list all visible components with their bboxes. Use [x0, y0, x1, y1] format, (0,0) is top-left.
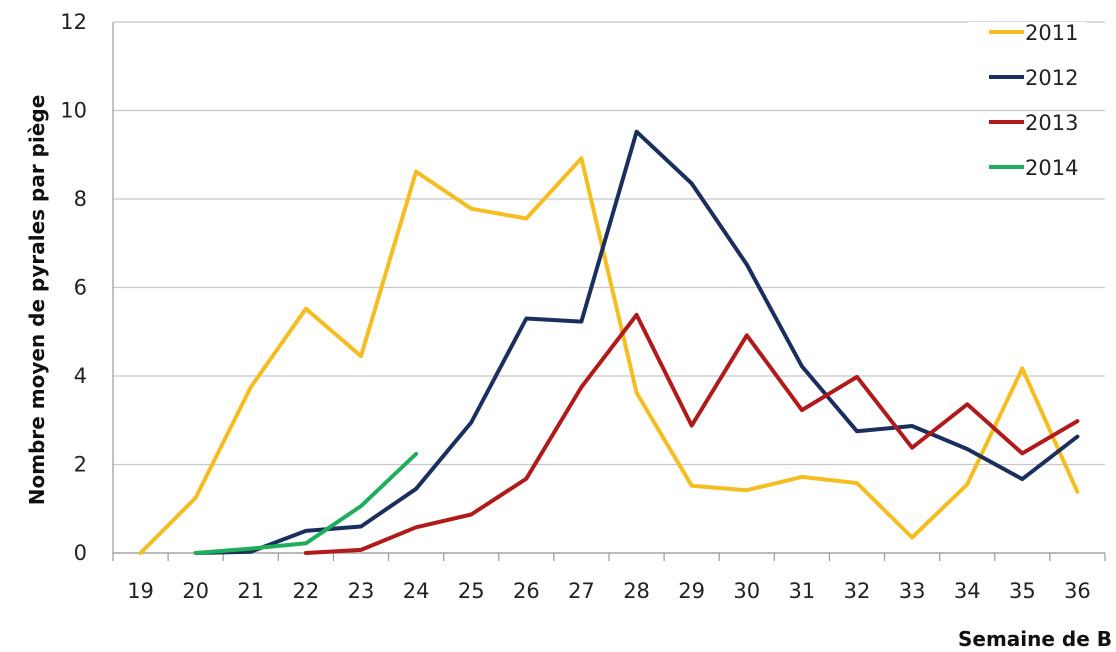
- x-tick-label: 27: [568, 579, 595, 603]
- x-tick-labels: 19 20 21 22 23 24 25 26 27 28 29 30 31 32 33 34 35 36: [127, 579, 1091, 603]
- y-tick-labels: 0 2 4 6 8 10 12: [60, 10, 87, 565]
- legend-label: 2011: [1025, 21, 1078, 45]
- x-tick-label: 20: [182, 579, 209, 603]
- series-lines: [138, 129, 1080, 555]
- legend-bg: [968, 112, 1086, 134]
- y-tick-label: 2: [74, 453, 87, 477]
- x-axis-title: Semaine de B: [958, 627, 1112, 651]
- y-axis-title: Nombre moyen de pyrales par piège: [25, 95, 49, 506]
- x-tick-label: 22: [293, 579, 320, 603]
- x-tick-label: 32: [844, 579, 871, 603]
- series-line-2012: [193, 129, 1080, 555]
- series-line-2013: [303, 312, 1080, 555]
- legend-item-2014: 2014: [968, 156, 1086, 180]
- axes: [112, 22, 1106, 561]
- series-line-2011: [138, 156, 1080, 555]
- x-tick-label: 19: [127, 579, 154, 603]
- x-tick-label: 31: [789, 579, 816, 603]
- x-tick-label: 35: [1009, 579, 1036, 603]
- x-tick-label: 29: [678, 579, 705, 603]
- legend-bg: [968, 67, 1086, 89]
- x-tick-label: 34: [954, 579, 981, 603]
- x-tick-label: 23: [348, 579, 375, 603]
- legend-bg: [968, 22, 1086, 44]
- x-tick-label: 25: [458, 579, 485, 603]
- x-tick-label: 26: [513, 579, 540, 603]
- x-tick-label: 36: [1064, 579, 1091, 603]
- legend-item-2012: 2012: [968, 66, 1086, 90]
- y-tick-label: 12: [60, 10, 87, 34]
- x-tick-label: 28: [623, 579, 650, 603]
- gridlines: [113, 21, 1105, 554]
- y-tick-label: 10: [60, 99, 87, 123]
- legend-item-2011: 2011: [968, 21, 1086, 45]
- x-tick-label: 21: [237, 579, 264, 603]
- legend-item-2013: 2013: [968, 111, 1086, 135]
- legend-label: 2013: [1025, 111, 1078, 135]
- legend-bg: [968, 157, 1086, 179]
- series-line-2014: [193, 451, 419, 555]
- x-tick-label: 24: [403, 579, 430, 603]
- legend-label: 2014: [1025, 156, 1078, 180]
- y-tick-label: 6: [74, 276, 87, 300]
- y-tick-label: 4: [74, 364, 87, 388]
- x-tick-label: 30: [733, 579, 760, 603]
- x-tick-label: 33: [899, 579, 926, 603]
- legend: 2011 2012 2013 2014: [968, 21, 1086, 180]
- legend-label: 2012: [1025, 66, 1078, 90]
- y-tick-label: 0: [74, 541, 87, 565]
- y-tick-label: 8: [74, 187, 87, 211]
